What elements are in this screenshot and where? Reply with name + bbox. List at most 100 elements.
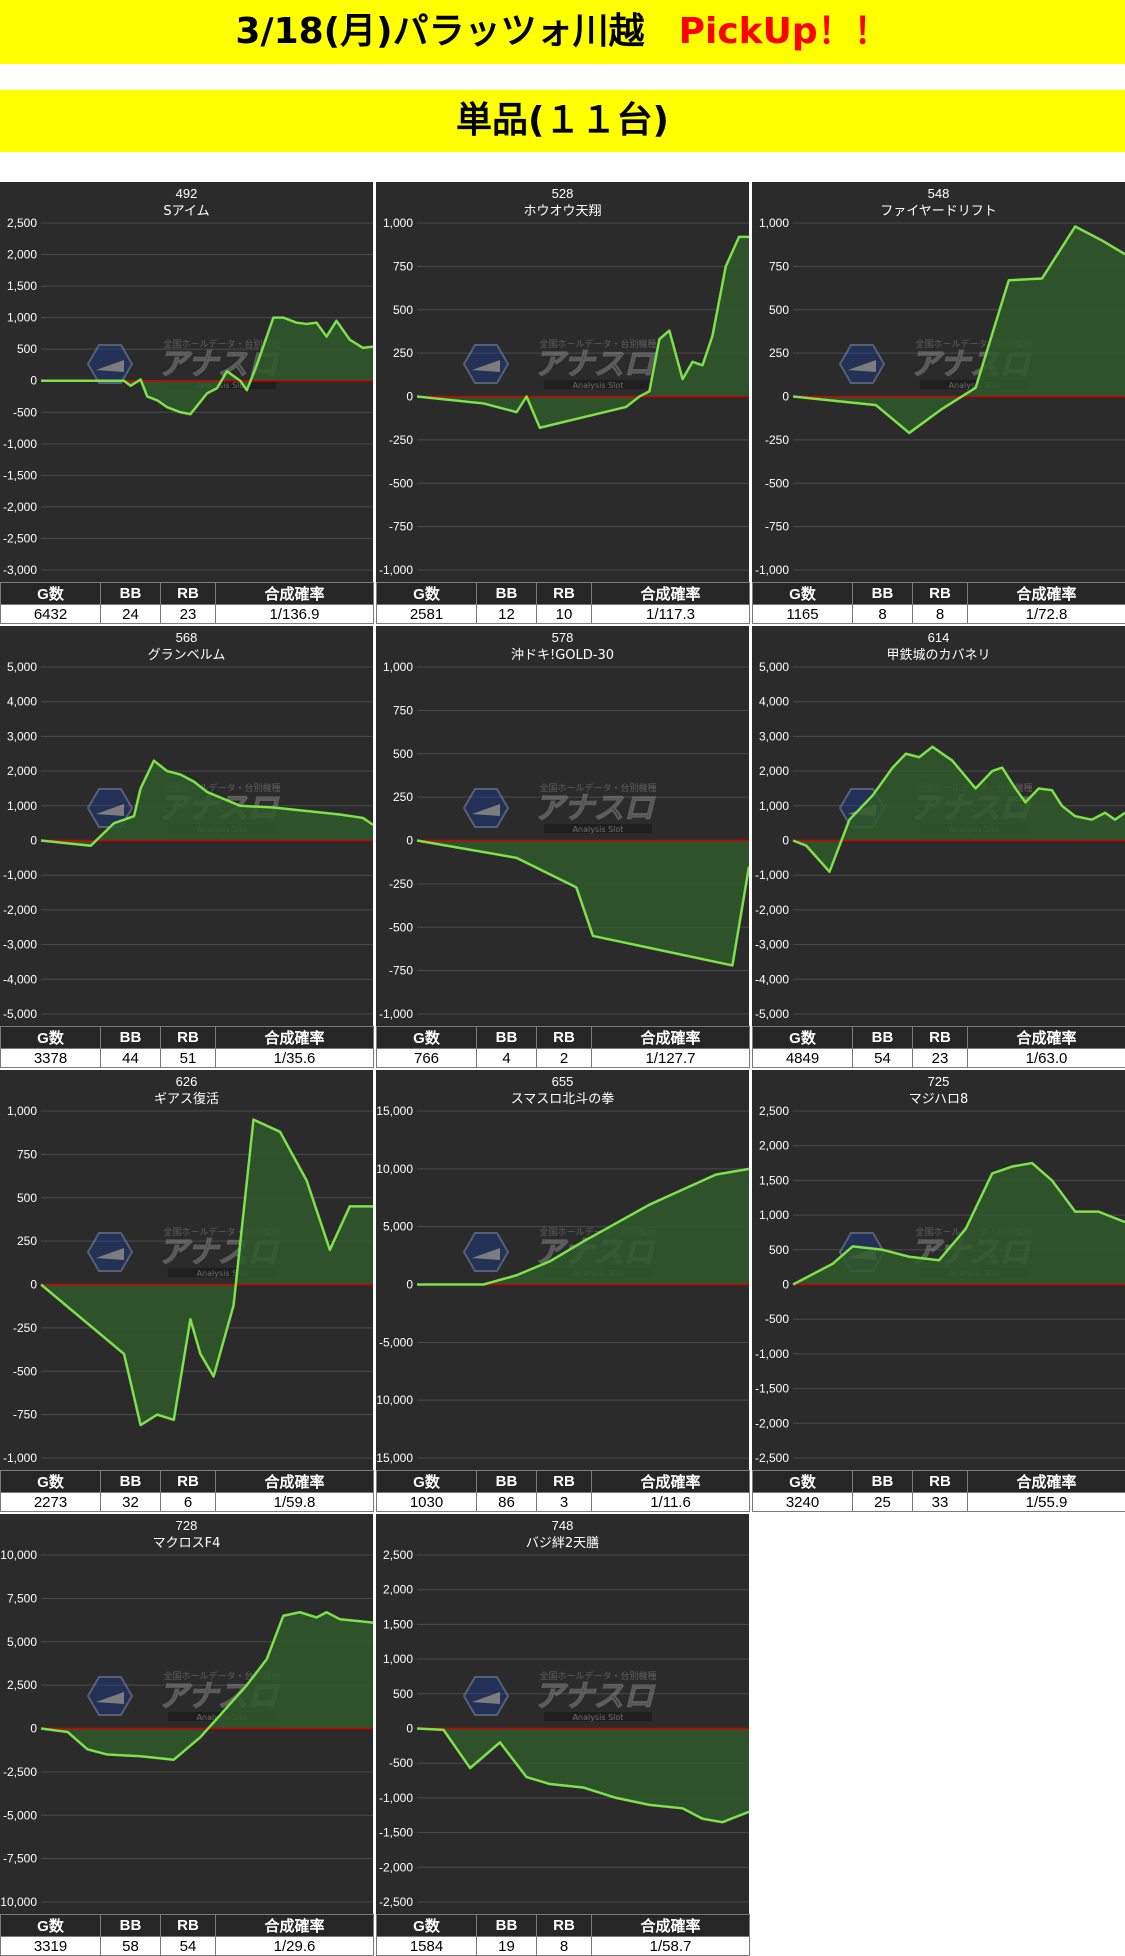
machine-name: ファイヤードリフト	[880, 204, 997, 219]
machine-number: 614	[928, 630, 950, 645]
y-tick-label: 0	[30, 834, 37, 848]
machine-number: 528	[552, 186, 574, 201]
header-prob: 合成確率	[216, 1471, 374, 1493]
y-tick-label: -1,500	[3, 468, 37, 482]
header-games: G数	[1, 583, 101, 605]
header-prob: 合成確率	[592, 1471, 750, 1493]
y-tick-label: -1,000	[755, 868, 789, 882]
y-tick-label: 1,000	[383, 1652, 413, 1666]
rb-value: 33	[913, 1493, 968, 1512]
y-tick-label: 2,000	[759, 1139, 789, 1153]
y-tick-label: 250	[769, 346, 789, 360]
y-tick-label: 1,500	[383, 1617, 413, 1631]
rb-value: 6	[161, 1493, 216, 1512]
header-bb: BB	[477, 1471, 537, 1493]
header-games: G数	[377, 1027, 477, 1049]
page-title: 3/18(月)パラッツォ川越	[235, 11, 644, 52]
chart-svg: 1,0007505002500-250-500-750-1,000アナスロ全国ホ…	[376, 626, 749, 1026]
y-tick-label: -500	[389, 1756, 413, 1770]
header-bb: BB	[853, 1027, 913, 1049]
chart-svg: 5,0004,0003,0002,0001,0000-1,000-2,000-3…	[752, 626, 1125, 1026]
chart-panel: 15,00010,0005,0000-5,000-10,000-15,000アナ…	[376, 1070, 749, 1510]
y-tick-label: 500	[393, 747, 413, 761]
games-value: 2273	[1, 1493, 101, 1512]
header-rb: RB	[537, 1027, 592, 1049]
y-tick-label: -2,000	[755, 903, 789, 917]
y-tick-label: 0	[406, 390, 413, 404]
machine-number: 548	[928, 186, 950, 201]
machine-name: 沖ドキ!GOLD-30	[511, 648, 614, 663]
bb-value: 54	[853, 1049, 913, 1068]
chart-svg: 2,5002,0001,5001,0005000-500-1,000-1,500…	[0, 182, 373, 582]
rb-value: 51	[161, 1049, 216, 1068]
y-tick-label: -2,000	[755, 1416, 789, 1430]
games-value: 3240	[753, 1493, 853, 1512]
games-value: 766	[377, 1049, 477, 1068]
machine-name: グランベルム	[148, 648, 226, 663]
y-tick-label: -750	[13, 1408, 37, 1422]
y-tick-label: -1,000	[3, 437, 37, 451]
header-rb: RB	[537, 1471, 592, 1493]
machine-name: スマスロ北斗の拳	[511, 1091, 615, 1107]
y-tick-label: 1,000	[759, 799, 789, 813]
y-tick-label: 0	[782, 390, 789, 404]
chart-svg: 10,0007,5005,0002,5000-2,500-5,000-7,500…	[0, 1514, 373, 1914]
machine-name: ホウオウ天翔	[523, 204, 601, 219]
prob-value: 1/117.3	[592, 605, 750, 624]
y-tick-label: 0	[30, 1722, 37, 1736]
bb-value: 32	[101, 1493, 161, 1512]
y-tick-label: 10,000	[0, 1548, 37, 1562]
watermark-top-text: 全国ホールデータ・台別機種	[539, 338, 656, 350]
y-tick-label: 750	[393, 703, 413, 717]
y-tick-label: 500	[17, 1191, 37, 1205]
y-tick-label: -250	[389, 433, 413, 447]
games-value: 6432	[1, 605, 101, 624]
machine-name: バジ絆2天膳	[526, 1535, 599, 1551]
machine-name: Sアイム	[163, 204, 209, 219]
y-tick-label: 500	[393, 1687, 413, 1701]
header-bb: BB	[853, 583, 913, 605]
y-tick-label: 2,000	[7, 248, 37, 262]
y-tick-label: 500	[17, 342, 37, 356]
games-value: 3378	[1, 1049, 101, 1068]
y-tick-label: 250	[393, 790, 413, 804]
y-tick-label: 3,000	[7, 729, 37, 743]
y-tick-label: -500	[765, 1312, 789, 1326]
y-tick-label: -3,000	[3, 938, 37, 952]
prob-value: 1/72.8	[968, 605, 1125, 624]
header-games: G数	[1, 1471, 101, 1493]
machine-name: マジハロ8	[909, 1092, 969, 1107]
y-tick-label: -2,000	[3, 903, 37, 917]
bb-value: 4	[477, 1049, 537, 1068]
header-prob: 合成確率	[216, 583, 374, 605]
y-tick-label: 1,000	[7, 799, 37, 813]
header-bb: BB	[853, 1471, 913, 1493]
chart-svg: 5,0004,0003,0002,0001,0000-1,000-2,000-3…	[0, 626, 373, 1026]
y-tick-label: 5,000	[7, 1635, 37, 1649]
y-tick-label: -5,000	[379, 1335, 413, 1349]
y-tick-label: -2,500	[755, 1451, 789, 1465]
header-prob: 合成確率	[968, 1027, 1125, 1049]
bb-value: 25	[853, 1493, 913, 1512]
y-tick-label: 750	[393, 259, 413, 273]
chart-svg: 15,00010,0005,0000-5,000-10,000-15,000アナ…	[376, 1070, 749, 1470]
header-prob: 合成確率	[968, 1471, 1125, 1493]
prob-value: 1/11.6	[592, 1493, 750, 1512]
y-tick-label: -2,500	[379, 1895, 413, 1909]
